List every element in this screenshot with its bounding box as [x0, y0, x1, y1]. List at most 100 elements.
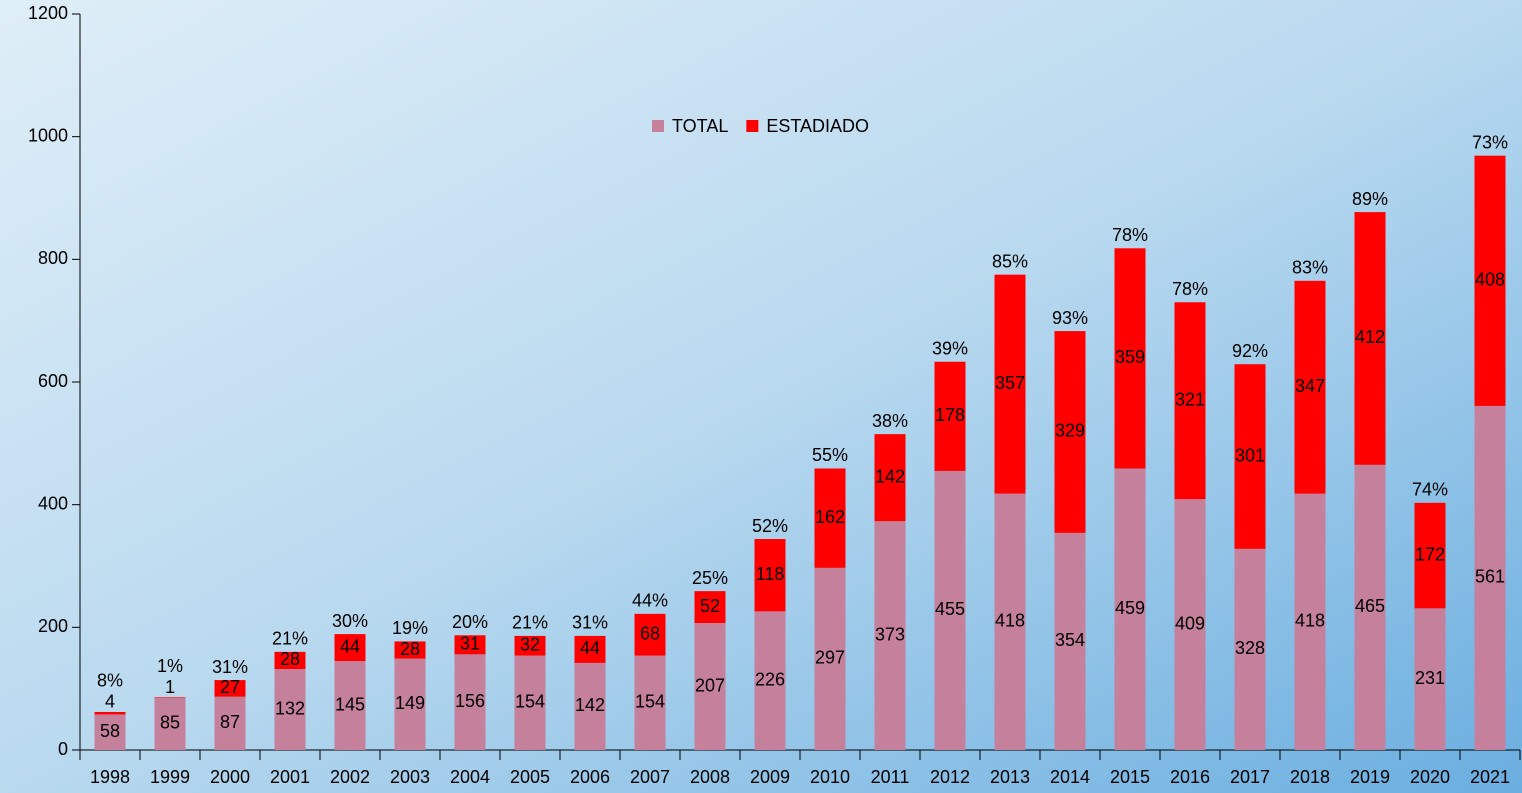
bar-segment [814, 468, 846, 568]
data-label: 465 [1355, 596, 1385, 616]
bar-segment [274, 651, 306, 670]
x-tick-label: 2001 [270, 767, 310, 787]
x-tick-label: 2013 [990, 767, 1030, 787]
bar-segment [1474, 155, 1506, 406]
percent-label: 83% [1292, 258, 1328, 278]
data-label: 561 [1475, 567, 1505, 587]
bar-segment [694, 623, 726, 750]
legend-swatch [652, 120, 664, 132]
bar-segment [574, 662, 606, 750]
data-label: 321 [1175, 389, 1205, 409]
bar-segment [814, 567, 846, 750]
bar-segment [214, 680, 246, 697]
data-label: 418 [995, 611, 1025, 631]
y-tick-label: 1000 [28, 125, 68, 145]
bar-segment [334, 661, 366, 750]
data-label: 156 [455, 691, 485, 711]
data-label: 409 [1175, 613, 1205, 633]
x-tick-label: 2012 [930, 767, 970, 787]
data-label: 28 [400, 639, 420, 659]
data-label: 359 [1115, 347, 1145, 367]
data-label: 455 [935, 599, 965, 619]
data-label: 412 [1355, 327, 1385, 347]
x-tick-label: 2004 [450, 767, 490, 787]
data-label: 328 [1235, 638, 1265, 658]
x-tick-label: 2010 [810, 767, 850, 787]
data-label: 118 [756, 564, 785, 584]
x-tick-label: 2005 [510, 767, 550, 787]
x-tick-label: 2002 [330, 767, 370, 787]
x-tick-label: 2015 [1110, 767, 1150, 787]
percent-label: 89% [1352, 189, 1388, 209]
percent-label: 25% [692, 568, 728, 588]
data-label: 68 [640, 623, 660, 643]
bar-segment [1234, 364, 1266, 549]
data-label: 27 [220, 677, 240, 697]
percent-label: 19% [392, 618, 428, 638]
data-label: 418 [1295, 611, 1325, 631]
x-tick-label: 1999 [150, 767, 190, 787]
data-label: 226 [755, 669, 785, 689]
percent-label: 44% [632, 591, 668, 611]
percent-label: 8% [97, 671, 123, 691]
percent-label: 38% [872, 411, 908, 431]
legend-label: TOTAL [672, 116, 728, 136]
bar-segment [994, 274, 1026, 494]
x-tick-label: 2021 [1470, 767, 1510, 787]
data-label: 142 [875, 466, 905, 486]
data-label: 28 [280, 649, 300, 669]
percent-label: 92% [1232, 341, 1268, 361]
percent-label: 52% [752, 516, 788, 536]
bar-segment [154, 697, 186, 750]
data-label: 207 [695, 675, 725, 695]
data-label: 142 [575, 695, 605, 715]
data-label: 154 [515, 692, 545, 712]
percent-label: 1% [157, 656, 183, 676]
x-tick-label: 2006 [570, 767, 610, 787]
data-label: 1 [165, 677, 175, 697]
data-label: 172 [1415, 544, 1445, 564]
x-tick-label: 2019 [1350, 767, 1390, 787]
bar-segment [574, 635, 606, 663]
bar-segment [1174, 302, 1206, 500]
data-label: 354 [1055, 630, 1085, 650]
data-label: 301 [1235, 445, 1265, 465]
bar-segment [934, 361, 966, 471]
bar-segment [934, 470, 966, 750]
legend-label: ESTADIADO [766, 116, 869, 136]
data-label: 357 [995, 373, 1025, 393]
bar-segment [394, 658, 426, 750]
bar-segment [454, 635, 486, 655]
x-tick-label: 2003 [390, 767, 430, 787]
percent-label: 74% [1412, 480, 1448, 500]
data-label: 329 [1055, 421, 1085, 441]
bar-segment [874, 521, 906, 750]
x-tick-label: 2008 [690, 767, 730, 787]
data-label: 52 [700, 596, 720, 616]
y-tick-label: 400 [38, 493, 68, 513]
bar-segment [454, 654, 486, 750]
bar-segment [1474, 405, 1506, 750]
bar-segment [1054, 532, 1086, 750]
bar-segment [514, 655, 546, 750]
x-tick-label: 2009 [750, 767, 790, 787]
data-label: 178 [935, 405, 965, 425]
bar-segment [1354, 212, 1386, 465]
percent-label: 78% [1112, 225, 1148, 245]
x-tick-label: 1998 [90, 767, 130, 787]
data-label: 145 [335, 694, 365, 714]
percent-label: 73% [1472, 132, 1508, 152]
percent-label: 85% [992, 251, 1028, 271]
data-label: 154 [635, 692, 665, 712]
data-label: 408 [1475, 270, 1505, 290]
data-label: 44 [580, 638, 600, 658]
bar-segment [1114, 468, 1146, 750]
data-label: 297 [815, 648, 845, 668]
data-label: 149 [395, 693, 425, 713]
bar-segment [1414, 608, 1446, 750]
bar-segment [634, 613, 666, 656]
bar-segment [1414, 502, 1446, 609]
bar-segment [1294, 493, 1326, 750]
y-tick-label: 1200 [28, 3, 68, 23]
percent-label: 20% [452, 612, 488, 632]
